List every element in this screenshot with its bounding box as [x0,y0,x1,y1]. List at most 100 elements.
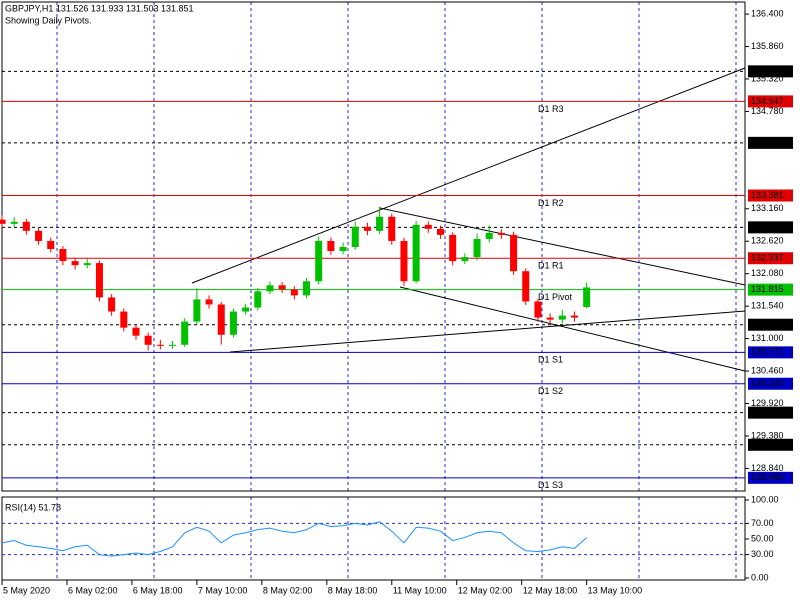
y-tick-label: 50.00 [751,533,774,543]
candle-body [10,221,18,224]
candle-body [132,327,140,336]
trend-line [399,286,746,372]
level-name: D1 R1 [538,261,564,271]
y-tick-label: 135.320 [751,73,784,83]
candle-body [278,285,286,290]
candle-body [473,238,481,258]
candle-body [388,216,396,241]
candle-body [485,232,493,239]
level-label-box [748,252,793,265]
level-label-box [748,406,793,419]
candle-body [315,240,323,282]
trend-line [379,207,746,286]
candle-body [193,299,201,322]
candle-body [583,287,591,307]
level-label: 129.768 [751,407,784,417]
y-tick-label: 100.00 [751,494,779,504]
candle-body [266,285,274,292]
candle-body [169,344,177,346]
level-label: 134.947 [751,96,784,106]
x-tick-label: 7 May 10:00 [198,585,248,595]
y-tick-label: 133.160 [751,203,784,213]
y-tick-label: 70.00 [751,518,774,528]
candle-body [570,315,578,318]
x-tick-label: 8 May 02:00 [263,585,313,595]
y-tick-label: 135.860 [751,41,784,51]
candle-body [35,230,43,241]
candle-body [400,240,408,282]
y-tick-label: 30.00 [751,549,774,559]
rsi-title: RSI(14) 51.78 [5,502,61,512]
main-panel-border [1,1,746,492]
level-label-box [748,189,793,202]
vertical-grid [56,2,737,580]
candle-body [22,221,30,231]
y-tick-label: 130.460 [751,365,784,375]
level-label: 131.231 [751,319,784,329]
level-label-box [748,438,793,451]
candle-body [351,226,359,248]
candle-body [546,317,554,320]
chart-title: GBPJPY,H1 131.526 131.933 131.503 131.85… [5,3,194,13]
level-label-box [748,318,793,331]
level-label-box [748,136,793,149]
candle-body [83,263,91,266]
candle-body [303,281,311,296]
trend-lines [191,67,746,372]
candle-body [144,335,152,345]
x-tick-label: 6 May 18:00 [133,585,183,595]
candle-body [424,224,432,229]
x-tick-label: 12 May 18:00 [523,585,578,595]
level-label: 129.233 [751,439,784,449]
candle-body [59,248,67,262]
candle-body [217,304,225,335]
level-label: 130.249 [751,378,784,388]
candle-body [376,216,384,231]
level-label: 131.815 [751,284,784,294]
candle-body [534,301,542,318]
candle-body [461,257,469,262]
candle-body [436,228,444,235]
level-name: D1 S2 [538,386,563,396]
trend-line [191,67,746,284]
level-label: 130.771 [751,347,784,357]
candle-body [120,311,128,328]
y-tick-label: 129.920 [751,398,784,408]
candle-body [290,289,298,296]
candle-body [558,315,566,320]
y-tick-label: 136.400 [751,8,784,18]
candle-body [522,271,530,302]
x-tick-label: 5 May 2020 [3,585,50,595]
candle-body [205,299,213,305]
level-name: D1 R2 [538,198,564,208]
candle-body [71,261,79,266]
candle-body [95,263,103,298]
level-label-box [748,377,793,390]
level-label-box [748,283,793,296]
y-tick-label: 132.080 [751,268,784,278]
y-tick-label: 129.380 [751,430,784,440]
y-tick-label: 132.620 [751,236,784,246]
level-label-box [748,471,793,484]
x-tick-label: 11 May 10:00 [393,585,447,595]
y-tick-label: 131.000 [751,333,784,343]
y-tick-label: 0.00 [751,572,769,582]
candle-body [327,240,335,252]
level-label-box [748,65,793,78]
y-tick-label: 128.840 [751,463,784,473]
y-tick-label: 134.780 [751,106,784,116]
level-name: D1 S1 [538,355,563,365]
level-label: 128.683 [751,472,784,482]
level-label-box [748,221,793,234]
level-label: 135.447 [751,66,784,76]
x-tick-label: 13 May 10:00 [588,585,643,595]
level-label-box [748,346,793,359]
candle-body [108,297,116,312]
rsi-line [1,521,587,557]
x-tick-label: 12 May 02:00 [458,585,513,595]
candle-body [254,291,262,308]
trend-line [229,310,746,353]
candle-body [510,234,518,272]
